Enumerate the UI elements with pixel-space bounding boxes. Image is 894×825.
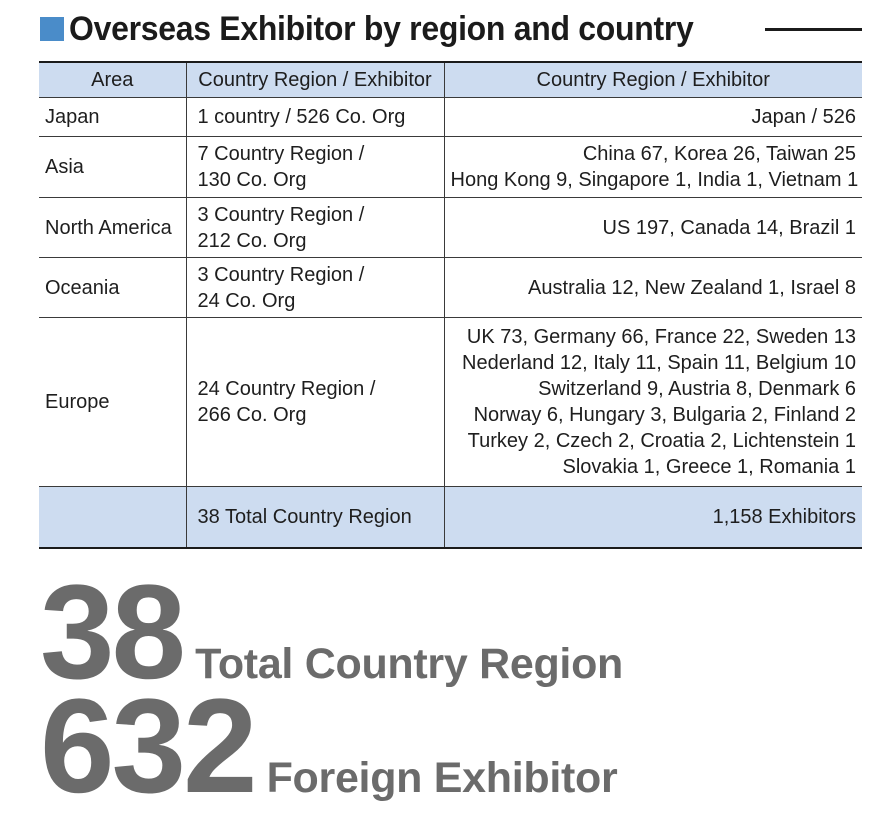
country-line: US 197, Canada 14, Brazil 1 [602,216,857,239]
total-summary-cell: 38 Total Country Region [185,486,445,549]
page-title: Overseas Exhibitor by region and country [69,9,694,48]
country-line: Switzerland 9, Austria 8, Denmark 6 [538,378,856,400]
area-cell: Oceania [39,257,187,318]
total-area-cell [39,486,187,549]
table-row-asia: Asia 7 Country Region / 130 Co. Org Chin… [39,136,862,198]
stat-number: 38 [40,558,186,707]
summary-line: 1 country / 526 Co. Org [197,106,406,128]
stat-foreign-exhibitor: 632 Foreign Exhibitor [40,672,618,821]
area-cell: Europe [39,317,187,487]
countries-cell: China 67, Korea 26, Taiwan 25 Hong Kong … [443,136,862,198]
country-line: Norway 6, Hungary 3, Bulgaria 2, Finland… [473,404,856,426]
country-line: Nederland 12, Italy 11, Spain 11, Belgiu… [462,352,856,374]
summary-line: 3 Country Region / [197,263,365,286]
summary-line: 24 Country Region / [197,378,376,400]
header-area: Area [39,61,187,98]
country-line: China 67, Korea 26, Taiwan 25 [582,143,856,165]
country-line: Hong Kong 9, Singapore 1, India 1, Vietn… [450,169,859,191]
country-line: Turkey 2, Czech 2, Croatia 2, Lichtenste… [467,430,856,452]
country-line: UK 73, Germany 66, France 22, Sweden 13 [466,326,856,348]
page-title-row: Overseas Exhibitor by region and country [40,8,862,50]
header-summary: Country Region / Exhibitor [185,61,445,98]
stat-label: Foreign Exhibitor [266,754,618,802]
summary-line: 212 Co. Org [197,229,307,252]
countries-cell: Australia 12, New Zealand 1, Israel 8 [443,257,862,318]
area-cell: Japan [39,97,187,137]
summary-line: 7 Country Region / [197,143,365,165]
summary-cell: 24 Country Region / 266 Co. Org [185,317,445,487]
country-line: Australia 12, New Zealand 1, Israel 8 [528,276,856,299]
area-cell: North America [39,197,187,258]
summary-line: 24 Co. Org [197,289,296,312]
summary-cell: 3 Country Region / 212 Co. Org [185,197,445,258]
summary-cell: 3 Country Region / 24 Co. Org [185,257,445,318]
summary-line: 3 Country Region / [197,203,365,226]
summary-cell: 1 country / 526 Co. Org [185,97,445,137]
table-row-oceania: Oceania 3 Country Region / 24 Co. Org Au… [39,257,862,318]
countries-cell: Japan / 526 [443,97,862,137]
table-header-row: Area Country Region / Exhibitor Country … [39,61,862,98]
stat-label: Total Country Region [195,640,624,688]
table-row-north-america: North America 3 Country Region / 212 Co.… [39,197,862,258]
countries-cell: UK 73, Germany 66, France 22, Sweden 13 … [443,317,862,487]
area-cell: Asia [39,136,187,198]
country-line: Slovakia 1, Greece 1, Romania 1 [562,456,857,478]
countries-cell: US 197, Canada 14, Brazil 1 [443,197,862,258]
stat-number: 632 [40,672,258,821]
header-countries: Country Region / Exhibitor [443,61,862,98]
title-square-icon [40,17,64,41]
title-rule [765,28,862,31]
exhibitor-table: Area Country Region / Exhibitor Country … [39,61,862,549]
summary-cell: 7 Country Region / 130 Co. Org [185,136,445,198]
table-row-total: 38 Total Country Region 1,158 Exhibitors [39,486,862,549]
summary-line: 130 Co. Org [197,169,307,191]
total-exhibitors-cell: 1,158 Exhibitors [443,486,862,549]
table-row-japan: Japan 1 country / 526 Co. Org Japan / 52… [39,97,862,137]
table-row-europe: Europe 24 Country Region / 266 Co. Org U… [39,317,862,487]
country-line: Japan / 526 [751,106,856,128]
stat-total-country-region: 38 Total Country Region [40,566,623,700]
summary-line: 266 Co. Org [197,404,307,426]
